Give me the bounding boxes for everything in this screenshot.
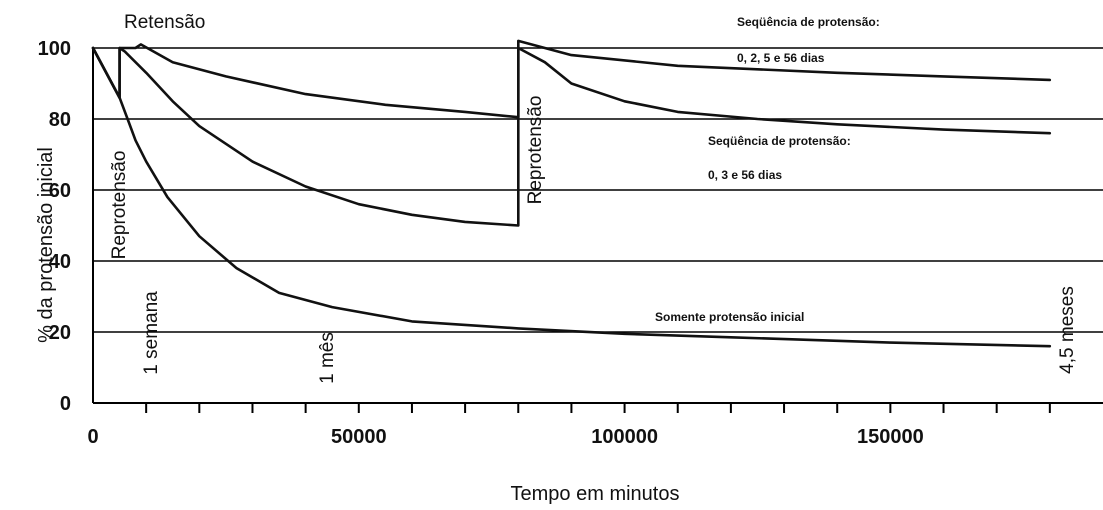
x-axis-title: Tempo em minutos bbox=[511, 483, 680, 505]
curves-layer bbox=[91, 39, 1052, 348]
x-tick-label-0: 0 bbox=[87, 426, 98, 448]
annotation-somente: Somente protensão inicial bbox=[655, 310, 804, 324]
annotation-4-5-meses: 4,5 meses bbox=[1057, 286, 1078, 374]
series-line-2 bbox=[91, 46, 1052, 227]
annotation-reprotensao-1: Reprotensão bbox=[109, 151, 130, 260]
annotation-seq2-line2: 0, 3 e 56 dias bbox=[708, 168, 782, 182]
y-tick-label-40: 40 bbox=[49, 251, 71, 273]
y-axis-title: % da protensão inicial bbox=[35, 147, 57, 343]
annotation-1-mes: 1 mês bbox=[317, 332, 338, 384]
ticks-layer: 0 50000 100000 150000 0 20 40 60 80 100 bbox=[38, 38, 1051, 448]
grid-layer bbox=[93, 47, 1103, 333]
y-tick-label-0: 0 bbox=[60, 393, 71, 415]
x-tick-label-100000: 100000 bbox=[591, 426, 658, 448]
y-tick-label-80: 80 bbox=[49, 109, 71, 131]
annotation-retensao: Retensão bbox=[124, 12, 205, 33]
y-tick-label-20: 20 bbox=[49, 322, 71, 344]
series-line-1 bbox=[91, 46, 1052, 348]
annotation-seq1-line1: Seqüência de protensão: bbox=[737, 15, 880, 29]
x-tick-label-50000: 50000 bbox=[331, 426, 387, 448]
x-tick-label-150000: 150000 bbox=[857, 426, 924, 448]
axis-layer bbox=[92, 48, 1103, 404]
series-line-3 bbox=[91, 39, 1052, 119]
y-tick-label-60: 60 bbox=[49, 180, 71, 202]
annotation-reprotensao-2: Reprotensão bbox=[525, 96, 546, 205]
y-tick-label-100: 100 bbox=[38, 38, 71, 60]
annotation-seq1-line2: 0, 2, 5 e 56 dias bbox=[737, 51, 825, 65]
annotation-seq2-line1: Seqüência de protensão: bbox=[708, 134, 851, 148]
annotation-1-semana: 1 semana bbox=[141, 291, 162, 375]
